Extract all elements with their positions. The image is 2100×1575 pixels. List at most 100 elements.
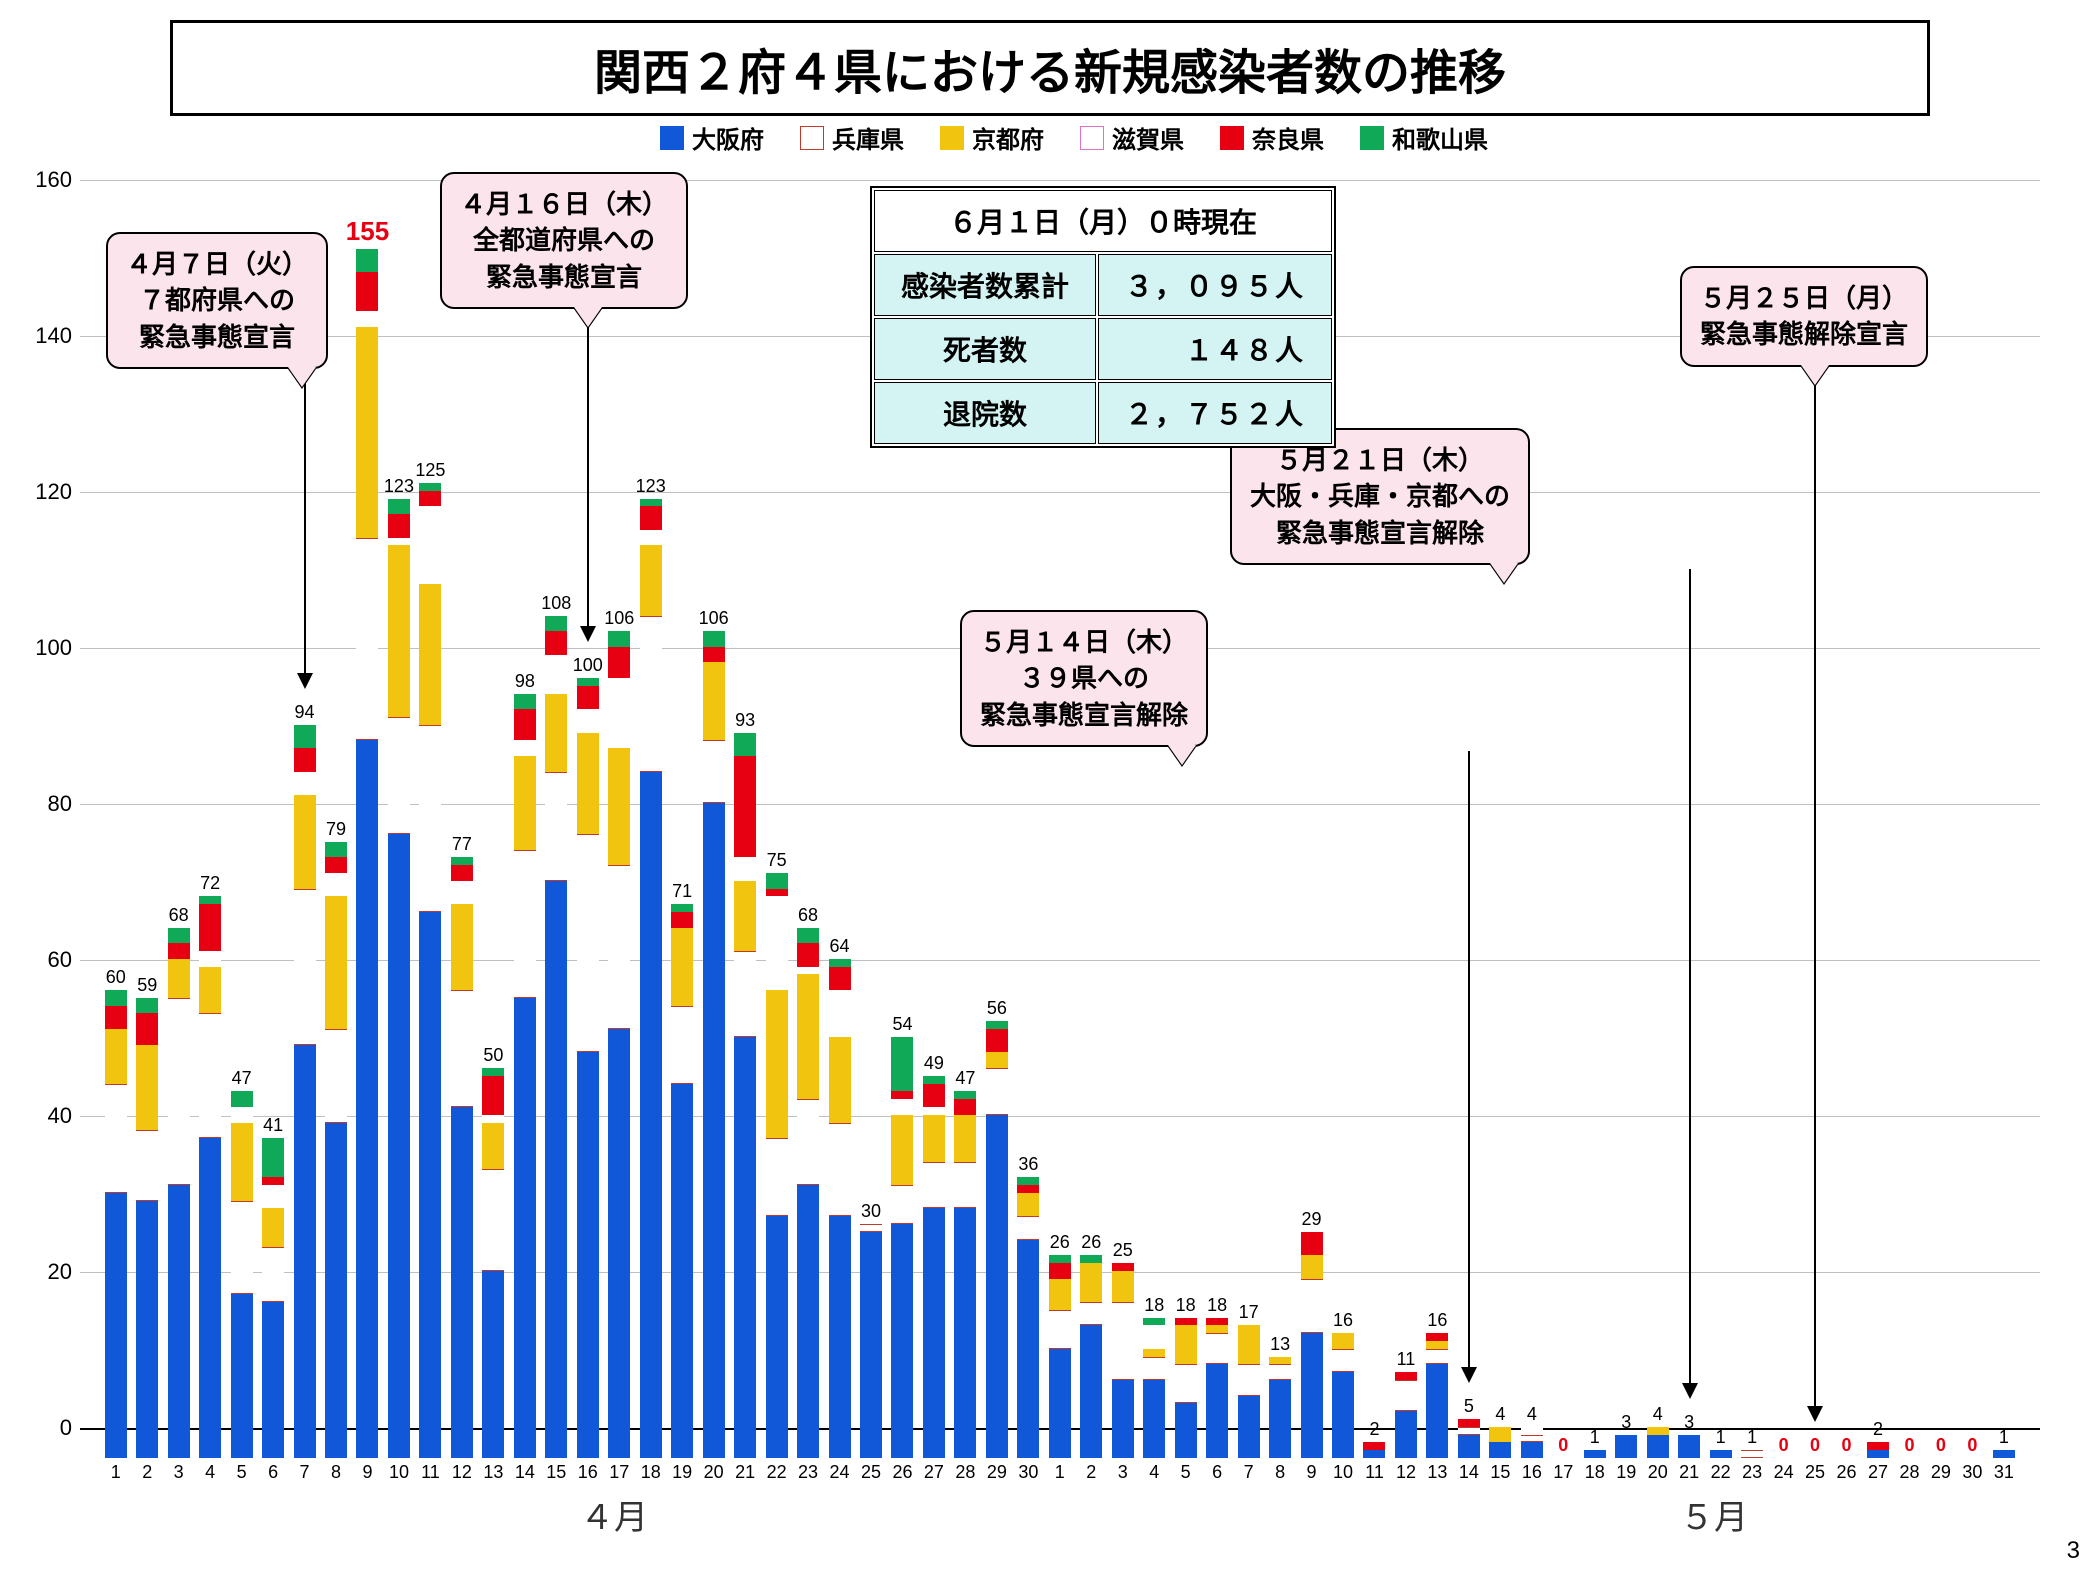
callout-c3: ５月１４日（木）３９県への緊急事態宣言解除 xyxy=(960,610,1208,747)
bar-total-label: 49 xyxy=(924,1053,944,1074)
bar-segment-kyoto xyxy=(671,928,693,1006)
bar-segment-hyogo xyxy=(986,1068,1008,1115)
callout-arrow-head xyxy=(580,626,596,642)
bar-segment-nara xyxy=(1363,1442,1385,1450)
table-header: ６月１日（月）０時現在 xyxy=(874,190,1332,252)
x-tick-label: 27 xyxy=(924,1462,944,1483)
bar-segment-osaka xyxy=(640,772,662,1458)
bar-column: 138 xyxy=(1264,1357,1295,1458)
bar-segment-shiga xyxy=(734,857,756,880)
callout-tail xyxy=(1801,365,1829,385)
bar-column: 319 xyxy=(1611,1435,1642,1458)
legend-label: 京都府 xyxy=(972,120,1044,155)
bar-segment-kyoto xyxy=(923,1115,945,1162)
bar-segment-osaka xyxy=(703,803,725,1458)
y-tick-label: 160 xyxy=(35,167,80,193)
bar-total-label: 94 xyxy=(295,702,315,723)
bar-segment-shiga xyxy=(356,311,378,327)
bar-total-label: 26 xyxy=(1050,1232,1070,1253)
bar-segment-osaka xyxy=(356,740,378,1458)
bar-stack xyxy=(1332,1333,1354,1458)
bar-segment-osaka xyxy=(1521,1442,1543,1458)
x-tick-label: 20 xyxy=(1648,1462,1668,1483)
bar-segment-osaka xyxy=(294,1045,316,1458)
bar-segment-nara xyxy=(136,1013,158,1044)
bar-segment-wakayama xyxy=(891,1037,913,1092)
bar-column: 253 xyxy=(1107,1263,1138,1458)
bar-stack xyxy=(577,678,599,1458)
bar-segment-hyogo xyxy=(1049,1310,1071,1349)
table-row-value: ２，７５２人 xyxy=(1098,382,1332,444)
bar-segment-shiga xyxy=(797,967,819,975)
bar-segment-shiga xyxy=(608,678,630,748)
bar-column: 5013 xyxy=(478,1068,509,1458)
x-tick-label: 11 xyxy=(1365,1462,1384,1483)
bar-segment-kyoto xyxy=(231,1123,253,1201)
bar-segment-nara xyxy=(608,647,630,678)
bar-segment-osaka xyxy=(262,1302,284,1458)
x-tick-label: 30 xyxy=(1018,1462,1038,1483)
bar-column: 10620 xyxy=(698,631,729,1458)
bar-stack xyxy=(766,873,788,1458)
bar-total-label: 18 xyxy=(1144,1295,1164,1316)
x-tick-label: 17 xyxy=(1553,1462,1573,1483)
callout-line: ５月２５日（月） xyxy=(1700,280,1908,316)
bar-segment-shiga xyxy=(891,1099,913,1115)
bar-total-label: 47 xyxy=(232,1068,252,1089)
y-tick-label: 100 xyxy=(35,635,80,661)
bar-segment-osaka xyxy=(1458,1435,1480,1458)
bar-total-label: 68 xyxy=(169,905,189,926)
bar-segment-wakayama xyxy=(954,1091,976,1099)
callout-line: 緊急事態宣言解除 xyxy=(1250,515,1510,551)
callout-line: ５月１４日（木） xyxy=(980,624,1188,660)
bar-segment-nara xyxy=(829,967,851,990)
x-tick-label: 26 xyxy=(892,1462,912,1483)
bar-column: 6823 xyxy=(792,928,823,1458)
bar-total-label: 41 xyxy=(263,1115,283,1136)
bar-total-label: 155 xyxy=(346,216,389,247)
bar-segment-osaka xyxy=(577,1052,599,1458)
table-row-label: 死者数 xyxy=(874,318,1096,380)
callout-c1: ４月７日（火）７都府県への緊急事態宣言 xyxy=(106,232,328,369)
bar-segment-osaka xyxy=(168,1185,190,1458)
bar-total-label: 1 xyxy=(1590,1427,1600,1448)
x-tick-label: 25 xyxy=(861,1462,881,1483)
bar-total-label: 79 xyxy=(326,819,346,840)
bar-column: 227 xyxy=(1862,1442,1893,1458)
bar-column: 12310 xyxy=(383,499,414,1458)
bar-segment-kyoto xyxy=(262,1208,284,1247)
bar-stack xyxy=(923,1076,945,1458)
bar-stack xyxy=(829,959,851,1458)
bar-segment-osaka xyxy=(1238,1396,1260,1458)
bar-column: 7522 xyxy=(761,873,792,1458)
bar-segment-kyoto xyxy=(1647,1427,1669,1435)
bar-segment-hyogo xyxy=(514,850,536,998)
bar-stack xyxy=(860,1224,882,1458)
bar-segment-hyogo xyxy=(954,1162,976,1209)
bar-total-label: 100 xyxy=(573,655,603,676)
bar-segment-osaka xyxy=(451,1107,473,1458)
bar-total-label: 18 xyxy=(1207,1295,1227,1316)
x-tick-label: 6 xyxy=(1212,1462,1222,1483)
callout-tail xyxy=(288,367,316,387)
bar-total-label: 2 xyxy=(1369,1419,1379,1440)
y-tick-label: 140 xyxy=(35,323,80,349)
bar-segment-nara xyxy=(545,631,567,654)
bar-segment-nara xyxy=(797,943,819,966)
bar-segment-hyogo xyxy=(640,616,662,772)
bar-total-label: 68 xyxy=(798,905,818,926)
x-tick-label: 2 xyxy=(1086,1462,1096,1483)
bar-segment-hyogo xyxy=(168,998,190,1185)
bar-total-label: 0 xyxy=(1967,1435,1977,1456)
bar-segment-hyogo xyxy=(1080,1302,1102,1325)
bar-segment-kyoto xyxy=(451,904,473,990)
bar-column: 184 xyxy=(1138,1318,1169,1458)
bar-column: 6424 xyxy=(824,959,855,1458)
x-tick-label: 22 xyxy=(1711,1462,1731,1483)
bar-segment-osaka xyxy=(1584,1450,1606,1458)
bar-segment-nara xyxy=(1301,1232,1323,1255)
bar-total-label: 1 xyxy=(1999,1427,2009,1448)
bar-stack xyxy=(797,928,819,1458)
bar-segment-osaka xyxy=(1269,1380,1291,1458)
bar-column: 262 xyxy=(1076,1255,1107,1458)
